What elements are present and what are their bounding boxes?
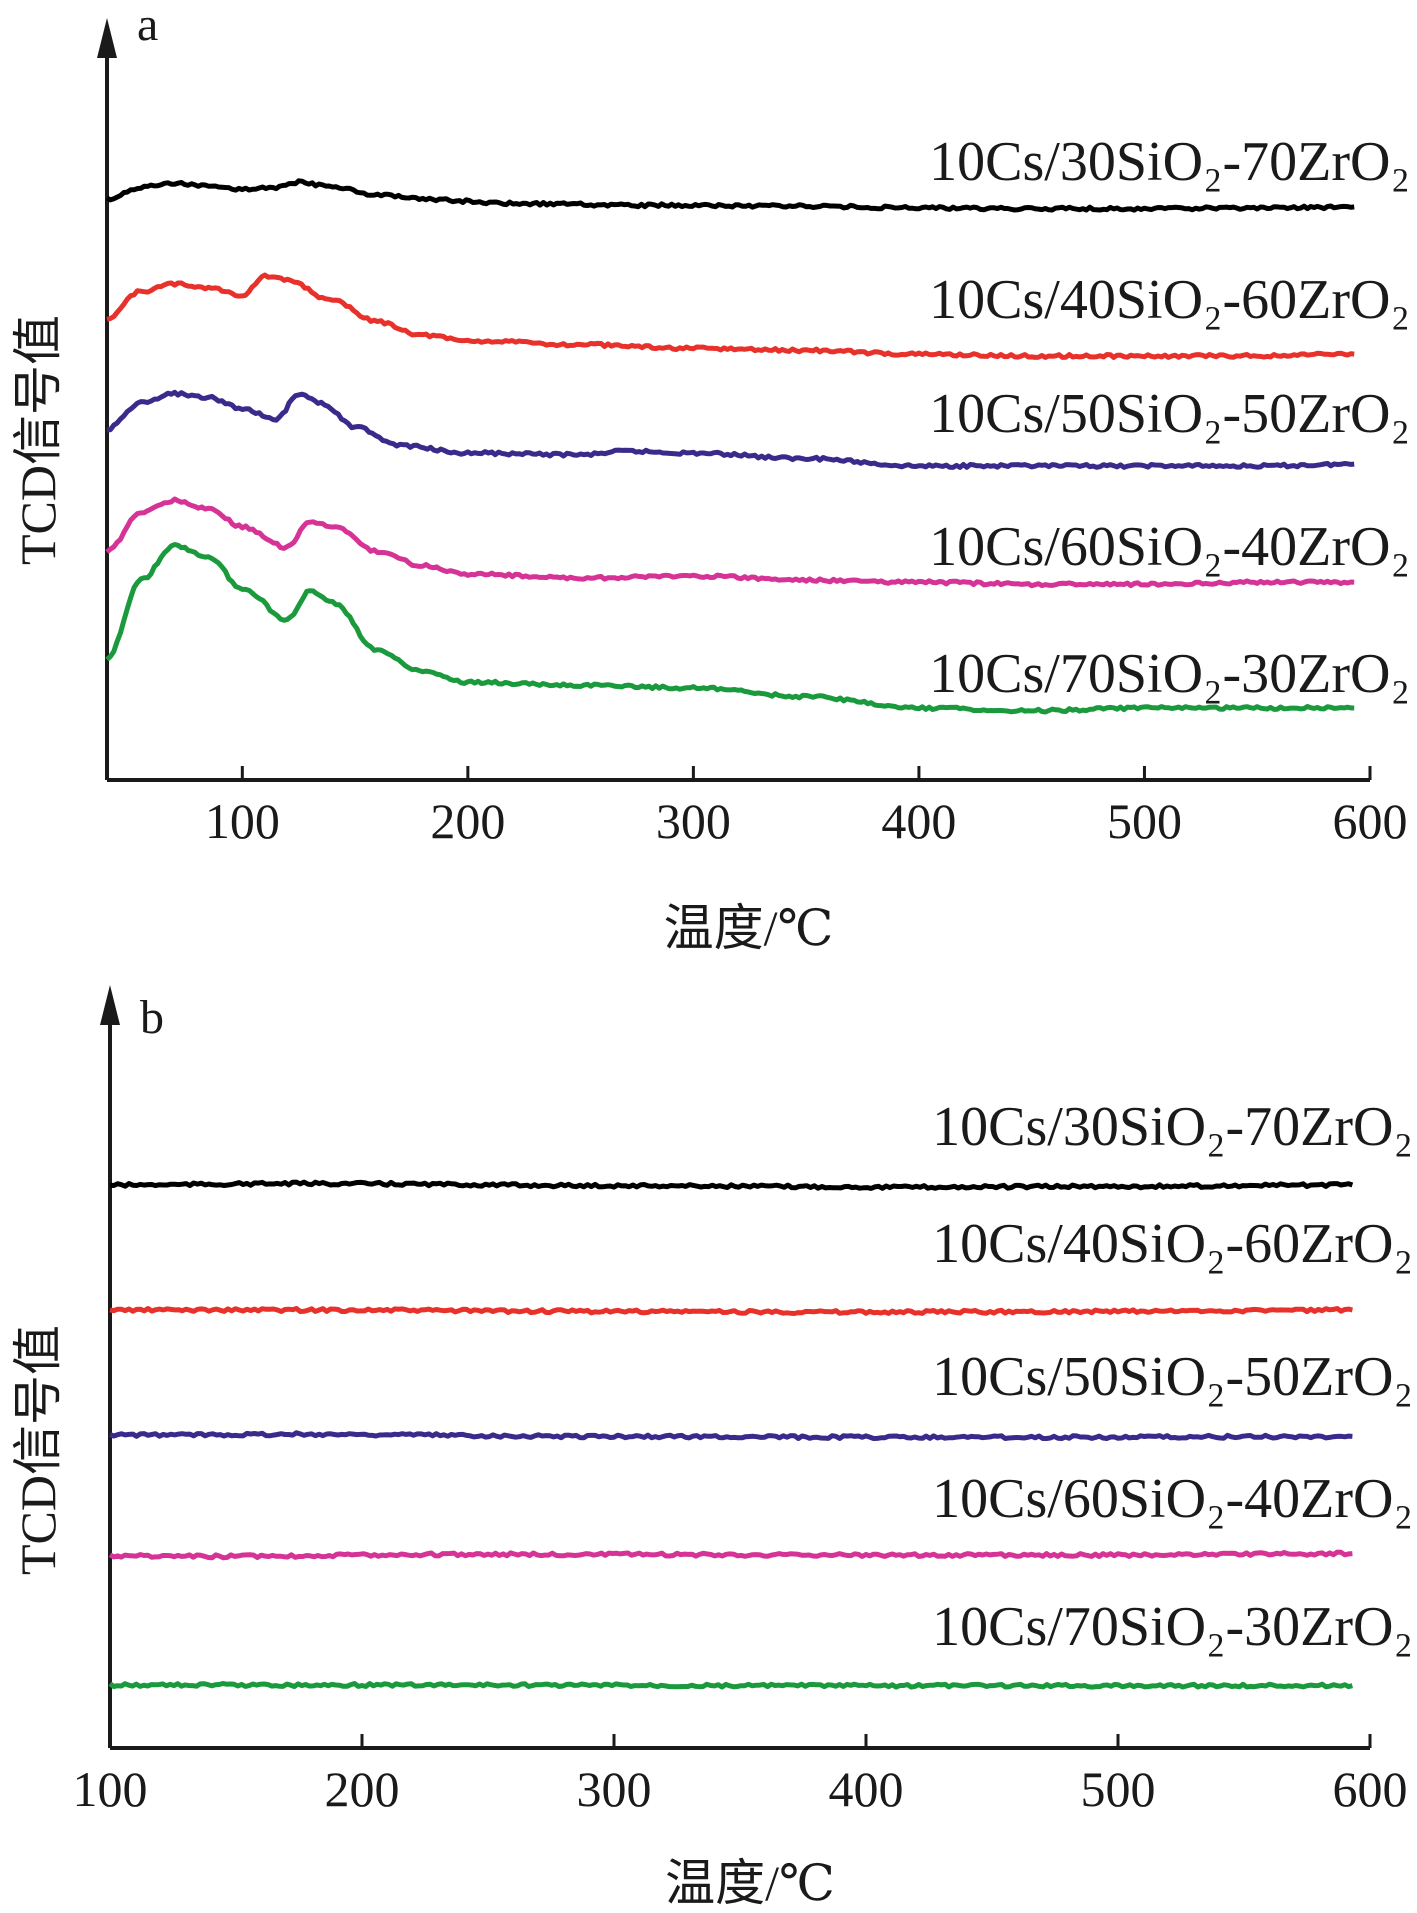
y-axis-title: TCD信号值 <box>10 315 66 565</box>
y-axis-arrow <box>97 18 117 58</box>
x-tick-label: 600 <box>1333 1761 1408 1817</box>
series-line <box>109 1179 1354 1191</box>
x-axis-title: 温度/℃ <box>664 900 834 956</box>
series-line <box>106 389 1355 470</box>
series-line <box>109 1430 1353 1441</box>
x-tick-label: 600 <box>1333 793 1408 849</box>
series-label: 10Cs/40SiO₂-60ZrO₂ <box>929 269 1410 331</box>
series-line <box>108 1549 1353 1561</box>
x-tick-label: 500 <box>1107 793 1182 849</box>
series-label: 10Cs/40SiO₂-60ZrO₂ <box>932 1213 1413 1275</box>
panel-label: b <box>140 991 164 1044</box>
series-line <box>105 178 1355 213</box>
series-label: 10Cs/70SiO₂-30ZrO₂ <box>929 643 1410 705</box>
x-tick-label: 200 <box>325 1761 400 1817</box>
series-line <box>106 272 1355 360</box>
x-tick-label: 400 <box>881 793 956 849</box>
x-tick-label: 300 <box>656 793 731 849</box>
series-line <box>108 1681 1353 1690</box>
series-line <box>105 496 1355 589</box>
series-label: 10Cs/60SiO₂-40ZrO₂ <box>932 1468 1413 1530</box>
series-line <box>109 1306 1353 1316</box>
series-label: 10Cs/60SiO₂-40ZrO₂ <box>929 516 1410 578</box>
series-line <box>105 542 1355 715</box>
series-label: 10Cs/70SiO₂-30ZrO₂ <box>932 1596 1413 1658</box>
series-label: 10Cs/50SiO₂-50ZrO₂ <box>929 383 1410 445</box>
series-label: 10Cs/30SiO₂-70ZrO₂ <box>929 131 1410 193</box>
x-tick-label: 100 <box>73 1761 148 1817</box>
panel-a: 100 200 300 400 500 600 温度/℃ TCD信号值 a 10Cs/30SiO₂… <box>10 0 1410 956</box>
panel-b: 100 200 300 400 500 600 温度/℃ TCD信号值 b 10Cs/30SiO₂… <box>10 985 1413 1911</box>
x-axis-title: 温度/℃ <box>665 1855 835 1911</box>
x-tick-label: 200 <box>430 793 505 849</box>
y-axis-arrow <box>100 985 120 1025</box>
series-label: 10Cs/50SiO₂-50ZrO₂ <box>932 1346 1413 1408</box>
panel-label: a <box>137 0 158 51</box>
series-label: 10Cs/30SiO₂-70ZrO₂ <box>932 1096 1413 1158</box>
x-tick-label: 400 <box>829 1761 904 1817</box>
x-tick-label: 300 <box>577 1761 652 1817</box>
x-tick-label: 100 <box>205 793 280 849</box>
y-axis-title: TCD信号值 <box>10 1325 66 1575</box>
x-tick-label: 500 <box>1081 1761 1156 1817</box>
